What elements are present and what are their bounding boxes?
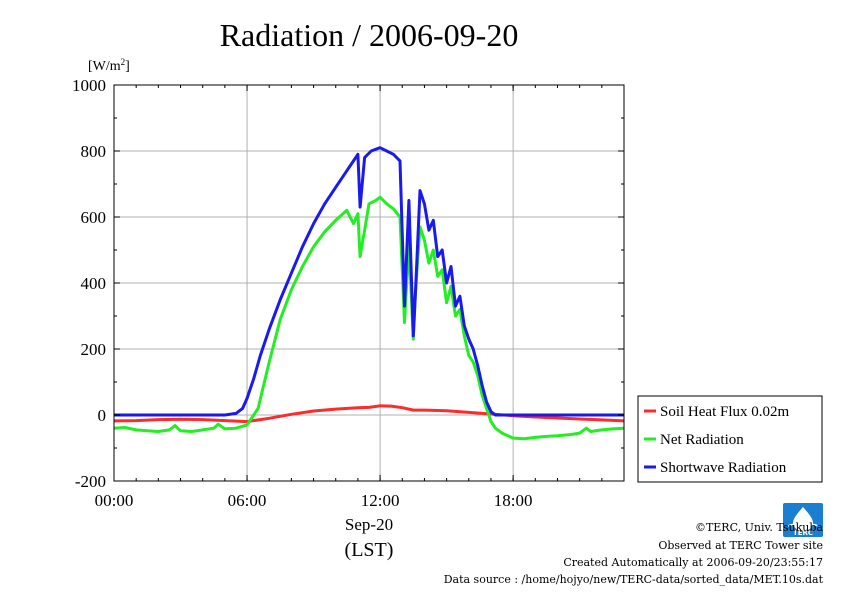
- footer-source: Data source : /home/hojyo/new/TERC-data/…: [444, 573, 824, 586]
- logo-text: TERC: [793, 529, 813, 537]
- series-line-1: [113, 195, 625, 441]
- legend-label: Shortwave Radiation: [660, 460, 787, 476]
- series-line-2: [114, 146, 624, 417]
- wave-icon: [787, 523, 819, 529]
- chart-title: Radiation / 2006-09-20: [220, 17, 519, 53]
- y-tick-label: 800: [81, 142, 107, 161]
- x-tick-label: 00:00: [95, 491, 134, 510]
- footer: ©TERC, Univ. Tsukuba Observed at TERC To…: [444, 521, 824, 586]
- y-tick-label: 400: [81, 274, 107, 293]
- x-tick-label: 12:00: [361, 491, 400, 510]
- y-tick-label: 0: [98, 406, 107, 425]
- y-tick-label: 1000: [72, 76, 106, 95]
- water-drop-icon: [793, 507, 813, 531]
- legend-label: Soil Heat Flux 0.02m: [660, 404, 790, 420]
- y-tick-label: 600: [81, 208, 107, 227]
- legend-label: Net Radiation: [660, 432, 744, 448]
- x-tick-label: 18:00: [494, 491, 533, 510]
- x-axis-timezone-label: (LST): [345, 539, 394, 561]
- y-axis-unit: [W/m2]: [88, 57, 130, 74]
- legend-box: [637, 395, 823, 483]
- x-axis-date-label: Sep-20: [345, 515, 393, 534]
- plot-frame: [113, 84, 625, 482]
- axes: -200 0 200 400 600 800 1000 00:00 06:00 12:00 18:0…: [72, 76, 625, 510]
- footer-copyright: ©TERC, Univ. Tsukuba: [695, 521, 823, 534]
- x-tick-label: 06:00: [228, 491, 267, 510]
- footer-created: Created Automatically at 2006-09-20/23:5…: [563, 556, 823, 569]
- terc-logo: TERC: [783, 503, 823, 537]
- legend: Soil Heat Flux 0.02m Net Radiation Shortwa…: [637, 395, 823, 483]
- series-line-0: [113, 404, 625, 424]
- series-layer: [113, 146, 625, 441]
- footer-observed: Observed at TERC Tower site: [658, 539, 823, 552]
- y-tick-label: 200: [81, 340, 107, 359]
- y-tick-label: -200: [75, 472, 106, 491]
